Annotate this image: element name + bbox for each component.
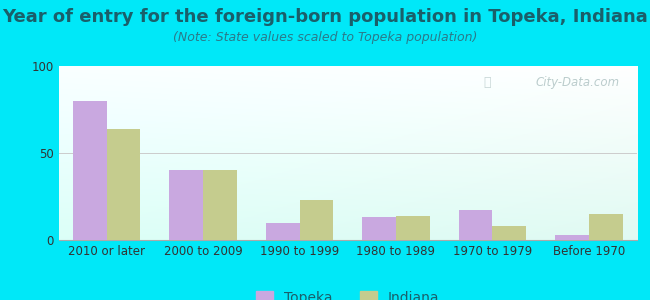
Text: (Note: State values scaled to Topeka population): (Note: State values scaled to Topeka pop… [173, 32, 477, 44]
Bar [300, 200, 333, 240]
Bar [493, 226, 526, 240]
Text: City-Data.com: City-Data.com [536, 76, 619, 89]
Bar [266, 223, 300, 240]
Bar [459, 210, 493, 240]
Bar [170, 170, 203, 240]
Bar [73, 101, 107, 240]
Text: ⦾: ⦾ [484, 76, 491, 89]
Bar [555, 235, 589, 240]
Bar [589, 214, 623, 240]
Bar [107, 129, 140, 240]
Text: Year of entry for the foreign-born population in Topeka, Indiana: Year of entry for the foreign-born popul… [2, 8, 648, 26]
Legend: Topeka, Indiana: Topeka, Indiana [250, 285, 445, 300]
Bar [396, 216, 430, 240]
Bar [362, 218, 396, 240]
Bar [203, 170, 237, 240]
